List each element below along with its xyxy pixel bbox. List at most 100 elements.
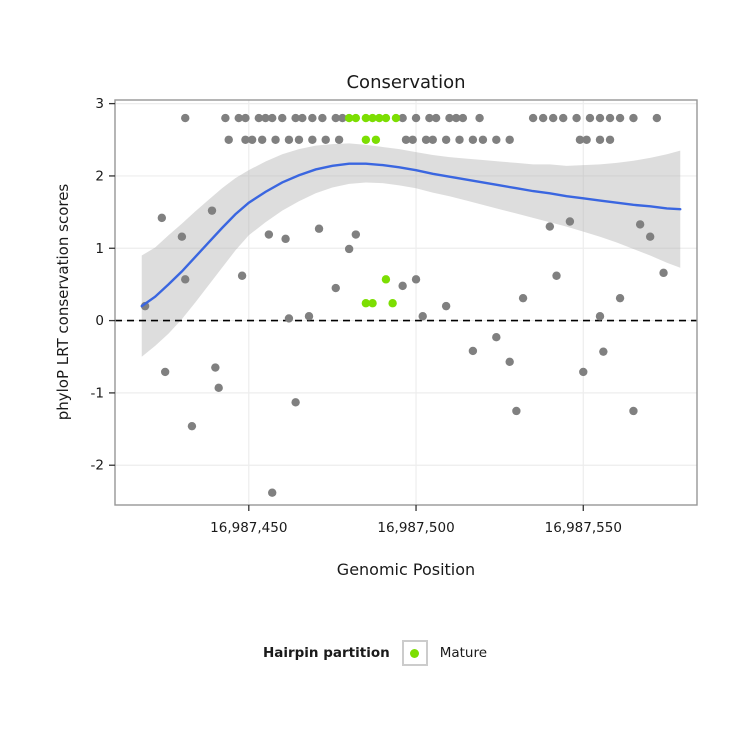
data-point-other	[241, 135, 250, 144]
data-point-mature	[368, 113, 377, 123]
data-point-other	[548, 113, 558, 123]
data-point-other	[559, 113, 568, 123]
data-point-other	[585, 113, 595, 123]
data-point-other	[408, 135, 417, 144]
data-point-other	[160, 367, 170, 377]
data-point-other	[475, 113, 484, 123]
data-point-other	[268, 113, 277, 123]
data-point-other	[629, 113, 638, 123]
data-point-other	[468, 346, 478, 356]
data-point-mature	[361, 135, 371, 144]
data-point-other	[579, 367, 588, 377]
data-point-other	[565, 217, 575, 226]
data-point-other	[331, 113, 340, 123]
y-tick-label: 1	[95, 241, 104, 257]
data-point-other	[468, 135, 478, 144]
data-point-other	[338, 113, 347, 123]
data-point-other	[512, 406, 521, 416]
x-axis-label: Genomic Position	[336, 560, 476, 579]
data-point-other	[291, 398, 300, 407]
data-point-other	[455, 135, 464, 144]
data-point-other	[599, 347, 608, 356]
data-point-other	[278, 113, 287, 123]
data-point-other	[518, 293, 528, 303]
data-point-other	[572, 113, 581, 123]
data-point-other	[411, 275, 421, 284]
data-point-other	[344, 244, 354, 254]
data-point-other	[545, 222, 555, 231]
data-point-other	[582, 135, 591, 144]
data-point-mature	[391, 113, 401, 123]
data-point-other	[187, 421, 197, 431]
data-point-other	[425, 113, 434, 123]
data-point-other	[595, 312, 605, 321]
data-point-other	[284, 314, 294, 323]
data-point-other	[659, 268, 668, 278]
legend: Hairpin partition Mature	[0, 640, 750, 666]
data-point-other	[181, 275, 190, 284]
data-point-other	[552, 271, 561, 280]
data-point-other	[221, 113, 230, 123]
data-point-other	[652, 113, 662, 123]
data-point-other	[207, 206, 217, 215]
data-point-other	[234, 113, 243, 123]
data-point-other	[281, 234, 290, 244]
data-point-other	[294, 135, 304, 144]
data-point-other	[605, 113, 615, 123]
y-tick-label: 3	[95, 96, 104, 112]
data-point-other	[605, 135, 615, 144]
data-point-other	[635, 220, 645, 229]
data-point-mature	[368, 299, 377, 308]
data-point-mature	[351, 113, 361, 123]
data-point-other	[492, 333, 501, 342]
data-point-mature	[381, 275, 391, 284]
data-point-other	[441, 135, 451, 144]
data-point-other	[308, 113, 317, 123]
data-point-other	[398, 281, 407, 291]
data-point-other	[157, 213, 167, 223]
data-point-other	[334, 135, 344, 144]
data-point-other	[411, 113, 421, 123]
y-tick-label: -2	[91, 458, 104, 474]
panel-border	[114, 99, 698, 506]
data-point-other	[538, 113, 548, 123]
chart-title: Conservation	[346, 72, 466, 93]
data-point-other	[318, 113, 327, 123]
data-point-other	[331, 283, 340, 293]
data-point-mature	[361, 299, 371, 308]
mature-point-icon	[410, 648, 420, 658]
data-point-other	[268, 488, 277, 497]
data-point-other	[237, 271, 247, 280]
data-point-other	[575, 135, 585, 144]
data-point-other	[261, 113, 270, 123]
data-point-other	[177, 232, 187, 241]
data-point-other	[214, 383, 223, 393]
data-point-mature	[388, 299, 397, 308]
data-point-other	[528, 113, 538, 123]
data-point-mature	[371, 135, 381, 144]
data-point-other	[421, 135, 431, 144]
y-tick-label: 2	[95, 168, 104, 184]
legend-key	[401, 640, 428, 666]
data-point-mature	[361, 113, 371, 123]
data-point-other	[298, 113, 307, 123]
data-point-other	[271, 135, 280, 144]
data-point-other	[492, 135, 501, 144]
data-point-other	[615, 113, 625, 123]
data-point-other	[645, 232, 655, 241]
data-point-mature	[375, 113, 384, 123]
data-point-other	[211, 363, 220, 372]
y-tick-label: -1	[91, 385, 104, 401]
data-point-other	[351, 230, 361, 239]
data-point-other	[478, 135, 488, 144]
smooth-line	[140, 162, 682, 308]
data-point-other	[428, 135, 437, 144]
x-tick-label: 16,987,550	[545, 520, 622, 536]
data-point-other	[505, 135, 514, 144]
data-point-other	[264, 230, 274, 239]
data-point-other	[401, 135, 411, 144]
data-point-other	[321, 135, 330, 144]
data-point-other	[284, 135, 294, 144]
data-point-other	[431, 113, 441, 123]
